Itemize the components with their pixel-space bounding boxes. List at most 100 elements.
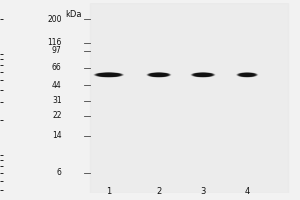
Polygon shape	[96, 73, 122, 77]
Polygon shape	[149, 73, 169, 77]
Polygon shape	[152, 73, 166, 76]
Polygon shape	[103, 74, 114, 76]
Polygon shape	[101, 74, 116, 76]
Polygon shape	[156, 74, 162, 75]
Polygon shape	[149, 73, 169, 77]
Text: 116: 116	[47, 38, 62, 47]
Polygon shape	[240, 73, 255, 77]
Polygon shape	[104, 74, 114, 76]
Text: 200: 200	[47, 15, 62, 24]
Polygon shape	[99, 73, 118, 76]
Polygon shape	[237, 72, 258, 77]
Polygon shape	[146, 72, 171, 77]
Polygon shape	[105, 74, 112, 75]
Polygon shape	[198, 74, 208, 76]
Polygon shape	[96, 73, 121, 77]
Polygon shape	[154, 74, 164, 76]
Polygon shape	[199, 74, 207, 76]
Polygon shape	[191, 72, 214, 77]
Polygon shape	[153, 74, 165, 76]
Polygon shape	[192, 73, 214, 77]
Polygon shape	[95, 72, 123, 77]
Polygon shape	[104, 74, 113, 76]
Text: 66: 66	[52, 63, 62, 72]
Polygon shape	[246, 74, 249, 75]
Polygon shape	[94, 72, 123, 77]
Polygon shape	[242, 74, 253, 76]
Polygon shape	[101, 73, 117, 76]
Polygon shape	[237, 73, 257, 77]
Polygon shape	[154, 74, 163, 76]
Polygon shape	[239, 73, 255, 77]
Polygon shape	[151, 73, 167, 76]
Polygon shape	[240, 73, 254, 76]
Polygon shape	[147, 72, 171, 77]
Polygon shape	[156, 74, 161, 75]
Polygon shape	[106, 74, 111, 75]
Polygon shape	[153, 74, 165, 76]
Polygon shape	[242, 74, 252, 76]
Polygon shape	[243, 74, 251, 76]
Polygon shape	[241, 73, 253, 76]
Polygon shape	[239, 73, 255, 77]
Polygon shape	[151, 73, 166, 76]
Polygon shape	[98, 73, 120, 77]
Polygon shape	[150, 73, 168, 77]
Polygon shape	[150, 73, 168, 77]
Polygon shape	[154, 74, 164, 76]
Text: 1: 1	[106, 187, 111, 196]
Polygon shape	[103, 74, 115, 76]
Polygon shape	[200, 74, 206, 75]
Polygon shape	[244, 74, 250, 76]
Polygon shape	[245, 74, 249, 75]
Polygon shape	[98, 73, 120, 77]
Polygon shape	[94, 72, 124, 77]
Polygon shape	[98, 73, 119, 77]
Polygon shape	[192, 73, 214, 77]
Polygon shape	[244, 74, 251, 76]
Polygon shape	[157, 74, 161, 75]
Polygon shape	[151, 73, 167, 77]
Polygon shape	[194, 73, 212, 77]
Polygon shape	[95, 73, 122, 77]
Polygon shape	[195, 73, 212, 77]
Text: 97: 97	[52, 46, 62, 55]
Text: 44: 44	[52, 81, 62, 90]
Text: 3: 3	[200, 187, 206, 196]
Polygon shape	[195, 73, 211, 76]
Polygon shape	[200, 74, 206, 76]
Polygon shape	[243, 74, 251, 76]
Polygon shape	[196, 73, 210, 76]
Text: 31: 31	[52, 96, 62, 105]
Polygon shape	[97, 73, 121, 77]
Polygon shape	[241, 73, 253, 76]
Bar	[90, 3, 288, 193]
Polygon shape	[93, 72, 124, 78]
Polygon shape	[148, 73, 170, 77]
Polygon shape	[147, 72, 170, 77]
Text: 22: 22	[52, 111, 62, 120]
Polygon shape	[242, 74, 252, 76]
Polygon shape	[152, 73, 166, 76]
Polygon shape	[238, 73, 256, 77]
Polygon shape	[102, 74, 115, 76]
Polygon shape	[148, 73, 169, 77]
Polygon shape	[100, 73, 117, 76]
Polygon shape	[237, 72, 257, 77]
Polygon shape	[102, 74, 116, 76]
Polygon shape	[196, 73, 211, 76]
Polygon shape	[238, 73, 256, 77]
Polygon shape	[241, 73, 254, 76]
Polygon shape	[155, 74, 162, 76]
Polygon shape	[193, 73, 213, 77]
Text: 4: 4	[244, 187, 250, 196]
Text: 6: 6	[57, 168, 62, 177]
Polygon shape	[194, 73, 212, 77]
Polygon shape	[197, 74, 209, 76]
Text: kDa: kDa	[65, 10, 82, 19]
Polygon shape	[157, 74, 161, 75]
Polygon shape	[236, 72, 258, 77]
Polygon shape	[238, 73, 256, 77]
Polygon shape	[244, 74, 250, 75]
Polygon shape	[193, 73, 213, 77]
